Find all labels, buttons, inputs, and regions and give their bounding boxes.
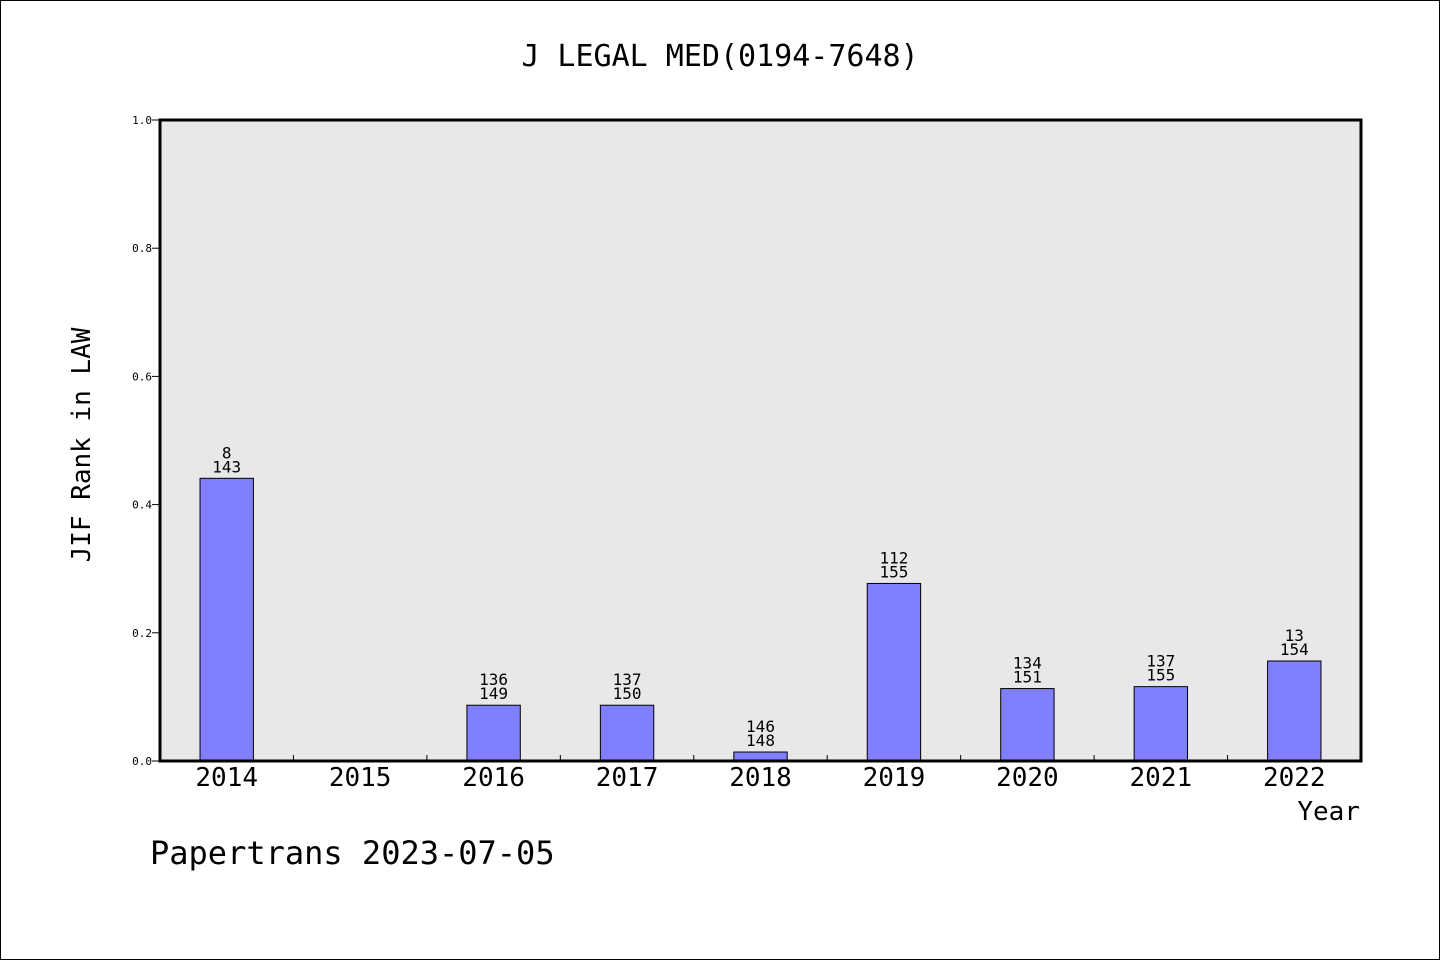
y-tick-label: 1.0 xyxy=(132,114,152,127)
x-tick-label: 2020 xyxy=(996,763,1059,793)
y-axis: 0.0 0.2 0.4 0.6 0.8 1.0 xyxy=(132,114,160,768)
bar-label-rank: 112 xyxy=(879,548,908,567)
y-tick-label: 0.6 xyxy=(132,370,152,383)
x-axis-label: Year xyxy=(1297,797,1360,827)
x-tick-label: 2016 xyxy=(462,763,525,793)
bar-label-rank: 8 xyxy=(222,443,232,462)
x-tick-label: 2022 xyxy=(1263,763,1326,793)
bar-label-total: 148 xyxy=(746,731,775,750)
bar-2022 xyxy=(1267,660,1322,762)
bar-label-rank: 137 xyxy=(613,670,642,689)
bar-2019 xyxy=(866,582,922,762)
bar-2016 xyxy=(466,704,521,762)
bar-2014 xyxy=(199,477,254,762)
bar-label-total: 149 xyxy=(479,684,508,703)
bar-2017 xyxy=(599,704,655,762)
x-tick-label: 2017 xyxy=(596,763,659,793)
bar-2020 xyxy=(1000,688,1055,762)
y-tick-label: 0.0 xyxy=(132,755,152,768)
bar-label-total: 155 xyxy=(879,562,908,581)
bar-label-total: 150 xyxy=(613,684,642,703)
x-tick-label: 2018 xyxy=(729,763,792,793)
x-tick-label: 2014 xyxy=(195,763,258,793)
footer-stamp: Papertrans 2023-07-05 xyxy=(150,834,555,872)
bar-label-rank: 136 xyxy=(479,670,508,689)
bar-label-total: 143 xyxy=(212,457,241,476)
y-tick-label: 0.4 xyxy=(132,499,152,512)
bar-label-total: 154 xyxy=(1280,640,1309,659)
plot-area xyxy=(160,120,1361,761)
bar-2021 xyxy=(1133,686,1189,762)
x-axis: 2014 2015 2016 2017 2018 2019 2020 2021 2022 xyxy=(195,755,1326,793)
bar-label-rank: 134 xyxy=(1013,654,1042,673)
x-tick-label: 2019 xyxy=(863,763,926,793)
bars-group xyxy=(199,477,1322,762)
x-tick-label: 2021 xyxy=(1130,763,1193,793)
bar-label-total: 155 xyxy=(1146,666,1175,685)
chart-title: J LEGAL MED(0194-7648) xyxy=(521,39,918,74)
y-tick-label: 0.2 xyxy=(132,627,152,640)
bar-label-total: 151 xyxy=(1013,668,1042,687)
y-tick-label: 0.8 xyxy=(132,242,152,255)
bar-labels-group: 8143136149137150146148112155134151137155… xyxy=(212,443,1308,750)
bar-label-rank: 13 xyxy=(1285,626,1304,645)
bar-label-rank: 146 xyxy=(746,717,775,736)
y-axis-label: JIF Rank in LAW xyxy=(67,327,97,562)
plot-border xyxy=(158,118,1363,763)
x-tick-label: 2015 xyxy=(329,763,392,793)
bar-label-rank: 137 xyxy=(1146,652,1175,671)
